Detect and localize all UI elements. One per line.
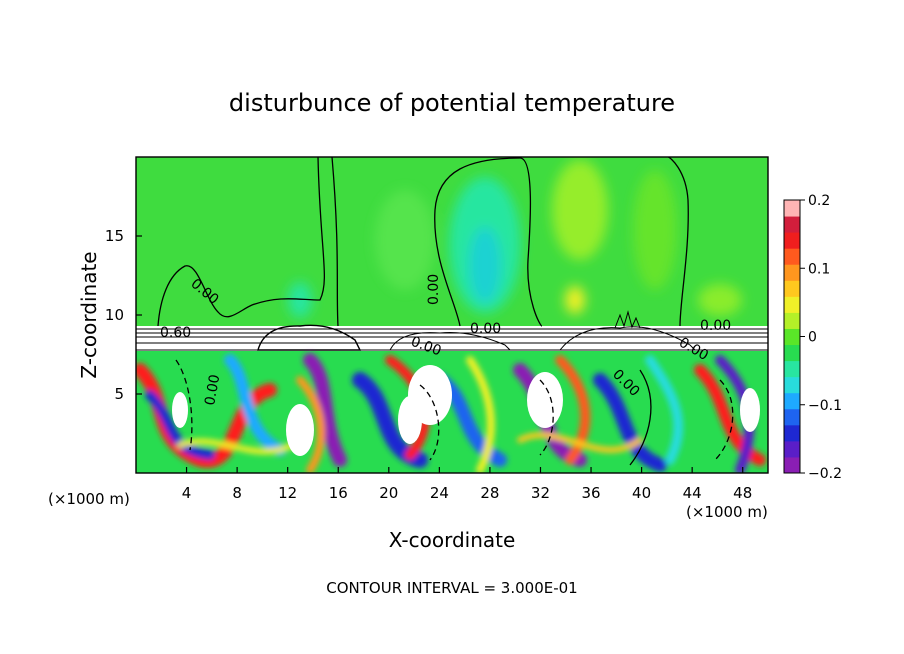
y-tick-label: 15 (105, 227, 124, 245)
colorbar-tick-label: 0.1 (808, 261, 830, 277)
x-unit-left: (×1000 m) (48, 490, 130, 508)
colorbar-segment (784, 200, 800, 217)
plot-area: 0.00 0.00 0.00 0.60 0.00 0.00 0.00 0.00 … (136, 157, 768, 473)
colorbar-segment (784, 440, 800, 458)
y-tick-label: 10 (105, 306, 124, 324)
x-tick-label: 12 (278, 484, 297, 502)
colorbar-segment (784, 344, 800, 362)
colorbar-ticks: 0.2 0.1 0 −0.1 −0.2 (800, 193, 842, 482)
colorbar-segment (784, 280, 800, 297)
colorbar-segment (784, 296, 800, 313)
y-axis: 5 10 15 (105, 227, 142, 403)
x-tick-label: 8 (232, 484, 242, 502)
x-axis-label: X-coordinate (389, 528, 516, 552)
transition-band (136, 326, 768, 351)
colorbar-segment (784, 232, 800, 249)
band-lines (136, 310, 768, 351)
saturated-regions (172, 365, 760, 456)
colorbar (784, 200, 800, 474)
colorbar-segment (784, 392, 800, 410)
contour-label: 0.00 (700, 318, 731, 334)
colorbar-segment (784, 216, 800, 233)
contour-label: 0.00 (426, 274, 442, 305)
colorbar-segment (784, 264, 800, 281)
colorbar-segment (784, 248, 800, 265)
contour-label: 0.00 (470, 321, 501, 337)
colorbar-segment (784, 376, 800, 394)
x-axis: 4 8 12 16 20 24 28 32 36 40 44 48 (182, 467, 752, 502)
contour-label: 0.00 (202, 373, 223, 406)
x-unit-right: (×1000 m) (686, 503, 768, 521)
y-tick-label: 5 (114, 385, 124, 403)
colorbar-segment (784, 312, 800, 329)
colorbar-segment (784, 360, 800, 378)
colorbar-segment (784, 456, 800, 474)
colorbar-tick-label: 0.2 (808, 193, 830, 209)
colorbar-tick-label: −0.2 (808, 466, 842, 482)
x-tick-label: 16 (329, 484, 348, 502)
upper-field-anomalies (288, 160, 742, 318)
x-tick-label: 36 (581, 484, 600, 502)
x-tick-label: 44 (683, 484, 702, 502)
y-axis-label: Z-coordinate (77, 251, 101, 378)
x-tick-label: 40 (632, 484, 651, 502)
x-tick-label: 48 (733, 484, 752, 502)
chart-title: disturbunce of potential temperature (229, 89, 675, 117)
colorbar-tick-label: 0 (808, 330, 817, 346)
x-tick-label: 4 (182, 484, 192, 502)
colorbar-segment (784, 328, 800, 346)
colorbar-segment (784, 424, 800, 442)
colorbar-tick-label: −0.1 (808, 398, 842, 414)
colorbar-segment (784, 408, 800, 426)
x-tick-label: 28 (480, 484, 499, 502)
x-tick-label: 32 (531, 484, 550, 502)
contour-interval-footer: CONTOUR INTERVAL = 3.000E-01 (326, 579, 577, 597)
x-tick-label: 20 (379, 484, 398, 502)
contour-label: 0.60 (160, 325, 191, 341)
x-tick-label: 24 (430, 484, 449, 502)
contour-lines (157, 157, 734, 466)
